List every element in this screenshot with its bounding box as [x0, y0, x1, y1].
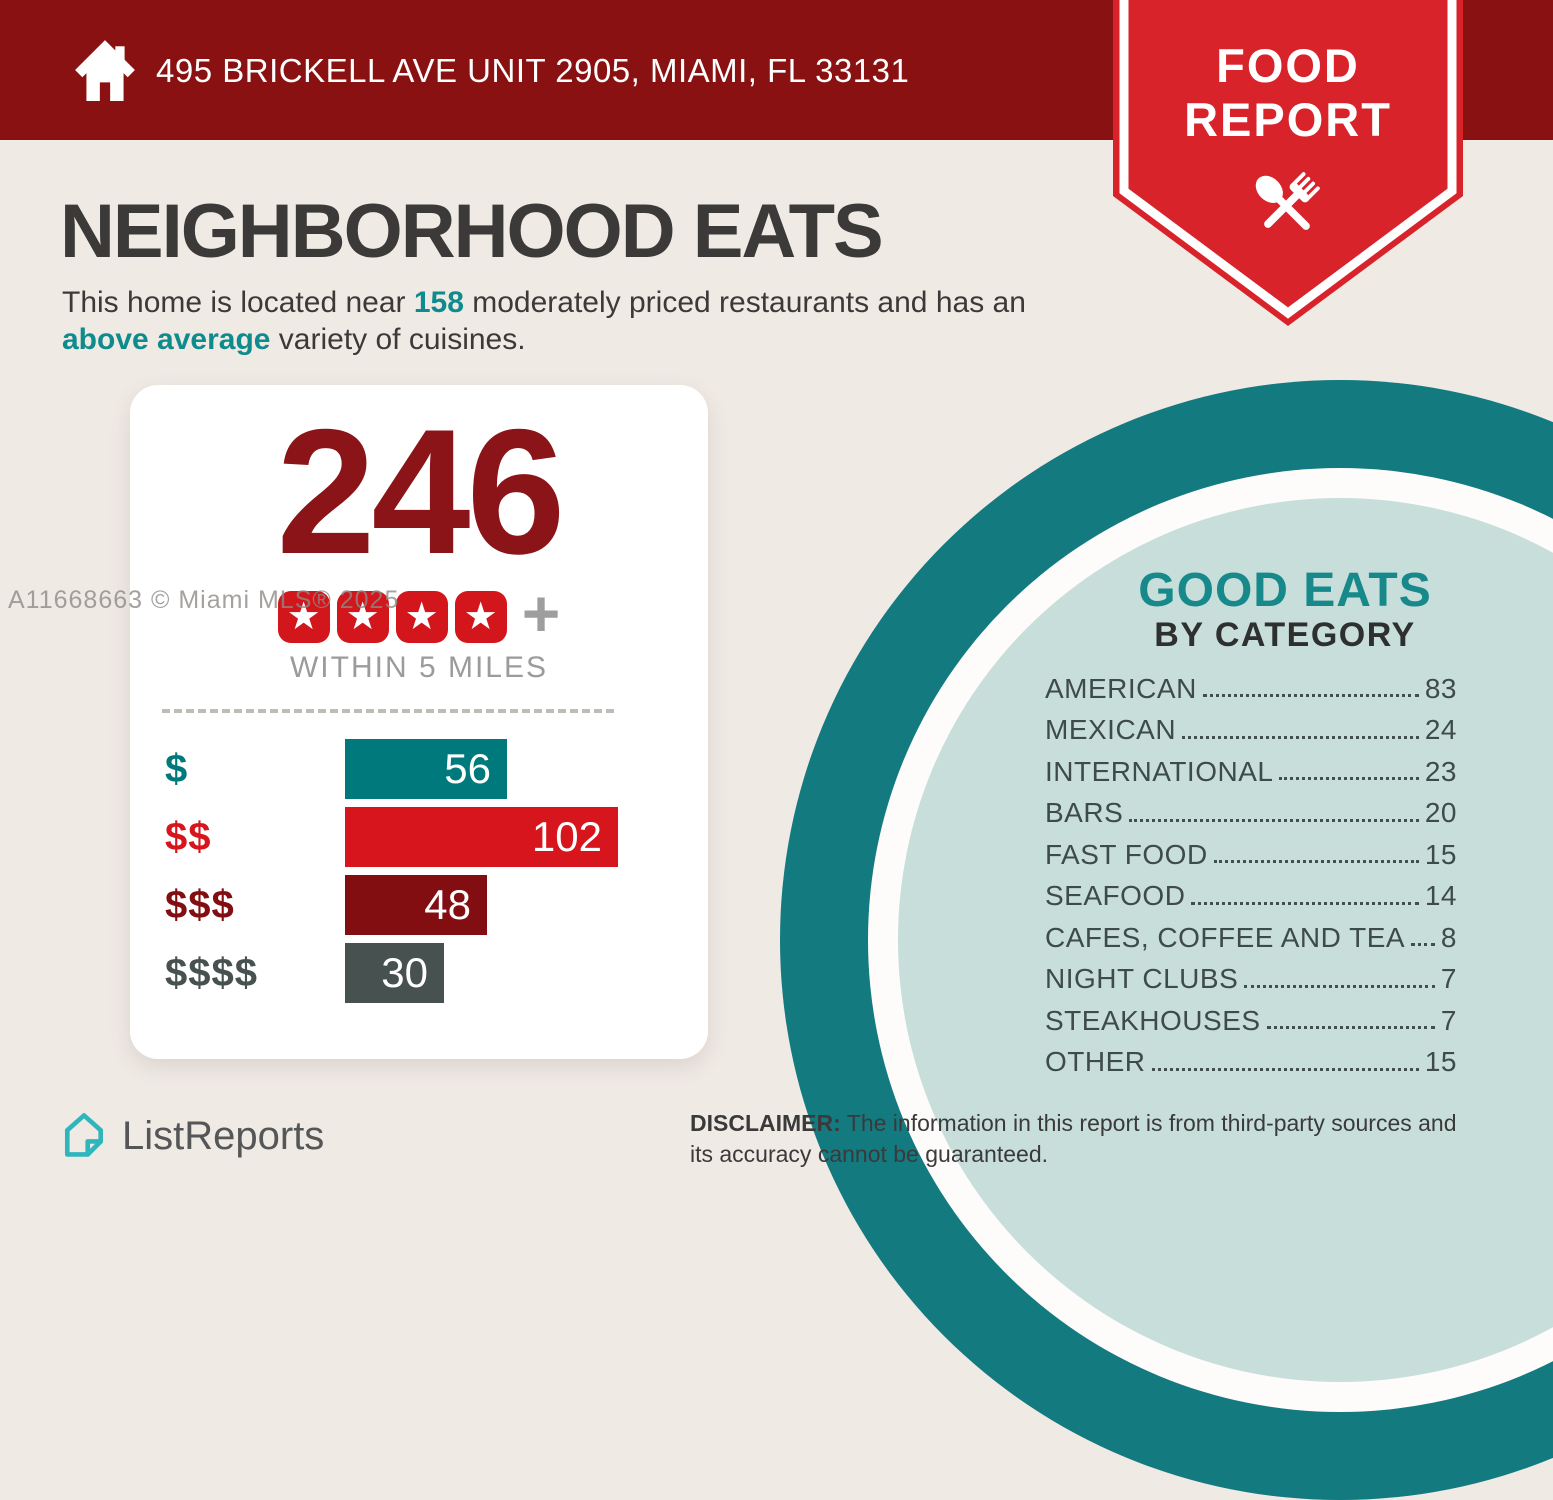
category-row: BARS 20: [1045, 793, 1457, 835]
category-count: 7: [1440, 1004, 1457, 1036]
good-eats-subtitle: BY CATEGORY: [1154, 616, 1416, 654]
ribbon-title-line2: REPORT: [1184, 93, 1392, 146]
category-row: MEXICAN 24: [1045, 710, 1457, 752]
star-rating: ★ ★ ★ ★ +: [130, 580, 708, 647]
price-bar-row: $ 56: [165, 739, 708, 799]
price-bar-row: $$$ 48: [165, 875, 708, 935]
listreports-logo-icon: [58, 1108, 110, 1165]
within-miles-label: WITHIN 5 MILES: [289, 651, 549, 684]
food-report-ribbon: FOOD REPORT: [1113, 0, 1463, 335]
category-label: MEXICAN: [1045, 714, 1177, 746]
page-subtitle: This home is located near 158 moderately…: [62, 284, 1072, 358]
price-tier-label: $$$$: [165, 950, 258, 995]
dotted-leader: [1213, 860, 1419, 864]
price-bar-value: 56: [444, 745, 491, 792]
price-bar-row: $$$$ 30: [165, 943, 708, 1003]
dotted-leader: [1151, 1067, 1419, 1071]
dashed-divider: [162, 709, 614, 713]
category-row: CAFES, COFFEE AND TEA 8: [1045, 917, 1457, 959]
price-tier-label: $$: [165, 814, 212, 859]
category-label: CAFES, COFFEE AND TEA: [1045, 921, 1406, 953]
restaurant-stats-card: 246 ★ ★ ★ ★ + WITHIN 5 MILES $ 56 $$ 102 $$$…: [130, 385, 708, 1059]
price-bar: 30: [345, 943, 444, 1003]
price-bar-value: 48: [424, 881, 471, 928]
price-tier-label: $$$: [165, 882, 235, 927]
category-row: NIGHT CLUBS 7: [1045, 959, 1457, 1001]
dotted-leader: [1411, 943, 1435, 947]
mls-watermark: A11668663 © Miami MLS® 2025: [8, 586, 400, 614]
star-icon: ★: [454, 591, 507, 643]
category-label: FAST FOOD: [1045, 838, 1208, 870]
subtitle-text: variety of cuisines.: [270, 323, 526, 356]
category-label: INTERNATIONAL: [1045, 755, 1274, 787]
dotted-leader: [1244, 984, 1435, 988]
dotted-leader: [1266, 1026, 1435, 1030]
restaurant-count: 158: [413, 286, 464, 319]
category-row: AMERICAN 83: [1045, 668, 1457, 710]
page-title: NEIGHBORHOOD EATS: [60, 189, 884, 274]
category-label: STEAKHOUSES: [1045, 1004, 1261, 1036]
good-eats-title: GOOD EATS: [1138, 564, 1432, 617]
good-eats-category-list: AMERICAN 83 MEXICAN 24 INTERNATIONAL 23 BAR…: [1045, 668, 1457, 1083]
price-bar: 48: [345, 875, 487, 935]
category-count: 8: [1440, 921, 1457, 953]
dotted-leader: [1191, 901, 1419, 905]
price-bar: 56: [345, 739, 507, 799]
category-count: 24: [1424, 714, 1457, 746]
price-bar-row: $$ 102: [165, 807, 708, 867]
dotted-leader: [1202, 694, 1419, 698]
category-row: INTERNATIONAL 23: [1045, 751, 1457, 793]
category-count: 15: [1424, 1046, 1457, 1078]
category-label: SEAFOOD: [1045, 880, 1186, 912]
dotted-leader: [1182, 735, 1419, 739]
star-icon: ★: [336, 591, 389, 643]
price-tier-label: $: [165, 746, 189, 791]
category-count: 7: [1440, 963, 1457, 995]
category-row: STEAKHOUSES 7: [1045, 1000, 1457, 1042]
category-row: SEAFOOD 14: [1045, 876, 1457, 918]
listreports-brand-name: ListReports: [122, 1114, 325, 1158]
category-label: BARS: [1045, 797, 1124, 829]
subtitle-text: This home is located near: [62, 286, 414, 319]
star-icon: ★: [395, 591, 448, 643]
total-restaurants-count: 246: [276, 392, 566, 591]
price-bar-value: 102: [531, 813, 602, 860]
category-count: 23: [1424, 755, 1457, 787]
price-bar: 102: [345, 807, 618, 867]
home-icon: [72, 34, 138, 106]
category-label: OTHER: [1045, 1046, 1146, 1078]
price-bar-value: 30: [381, 949, 428, 996]
category-row: FAST FOOD 15: [1045, 834, 1457, 876]
star-icon: ★: [277, 591, 330, 643]
category-label: AMERICAN: [1045, 672, 1197, 704]
disclaimer-text: The information in this report is from t…: [690, 1110, 1457, 1167]
price-tier-chart: $ 56 $$ 102 $$$ 48 $$$$ 30: [130, 739, 708, 1003]
ribbon-title-line1: FOOD: [1216, 39, 1360, 92]
listreports-logo: ListReports: [58, 1108, 324, 1165]
property-address: 495 BRICKELL AVE UNIT 2905, MIAMI, FL 33…: [156, 52, 910, 89]
disclaimer-label: DISCLAIMER:: [690, 1110, 841, 1136]
category-count: 20: [1424, 797, 1457, 829]
category-count: 83: [1424, 672, 1457, 704]
crossed-spoon-fork-icon: [1240, 158, 1336, 254]
subtitle-text: moderately priced restaurants and has an: [463, 286, 1026, 319]
disclaimer: DISCLAIMER: The information in this repo…: [690, 1108, 1480, 1170]
category-row: OTHER 15: [1045, 1042, 1457, 1084]
plus-icon: +: [521, 576, 561, 650]
dotted-leader: [1129, 818, 1419, 822]
variety-highlight: above average: [62, 323, 271, 356]
category-label: NIGHT CLUBS: [1045, 963, 1239, 995]
category-count: 14: [1424, 880, 1457, 912]
dotted-leader: [1279, 777, 1419, 781]
category-count: 15: [1424, 838, 1457, 870]
